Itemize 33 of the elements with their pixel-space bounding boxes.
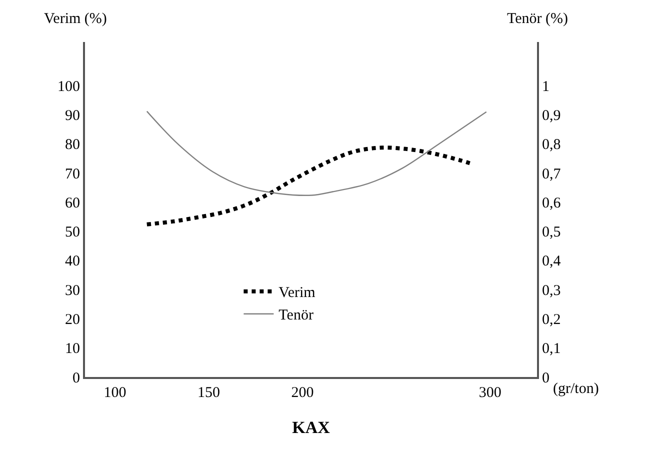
- y2-tick-label: 0,3: [542, 282, 561, 299]
- y-tick-label: 0: [72, 370, 80, 386]
- y2-tick-label: 0,1: [542, 341, 561, 358]
- legend-label: Verim: [278, 285, 316, 302]
- y-tick-label: 40: [65, 254, 80, 270]
- y2-tick-label: 0,5: [542, 224, 561, 241]
- y-axis-title: Verim (%): [44, 11, 107, 27]
- x-axis-title: (gr/ton): [553, 381, 599, 397]
- y2-tick-label: 0,9: [542, 108, 561, 124]
- x-tick-label: 150: [198, 385, 220, 401]
- y-tick-label: 20: [65, 312, 80, 328]
- y2-tick-label: 1: [542, 78, 550, 95]
- y-tick-label: 70: [65, 166, 80, 182]
- y2-tick-label: 0,8: [542, 137, 561, 154]
- text: KAX: [292, 418, 331, 438]
- y2-tick-label: 0,4: [542, 254, 562, 270]
- y-tick-label: 50: [65, 224, 80, 241]
- y-tick-label: 30: [65, 282, 80, 299]
- y2-tick-label: 0,7: [542, 166, 562, 182]
- y-tick-label: 100: [58, 78, 80, 95]
- y2-axis-title: Tenör (%): [507, 11, 568, 27]
- y-tick-label: 10: [65, 341, 80, 358]
- line-series: [146, 110, 487, 196]
- y2-tick-label: 0,6: [542, 195, 562, 212]
- y-tick-label: 90: [65, 108, 80, 124]
- y2-tick-label: 0: [542, 370, 550, 386]
- x-tick-label: 100: [104, 385, 126, 401]
- y-tick-label: 80: [65, 137, 80, 154]
- y2-tick-label: 0,2: [542, 312, 561, 328]
- legend-label: Tenör: [278, 308, 314, 324]
- x-tick-label: 300: [478, 385, 502, 401]
- x-tick-label: 200: [291, 385, 314, 401]
- y-tick-label: 60: [65, 195, 80, 212]
